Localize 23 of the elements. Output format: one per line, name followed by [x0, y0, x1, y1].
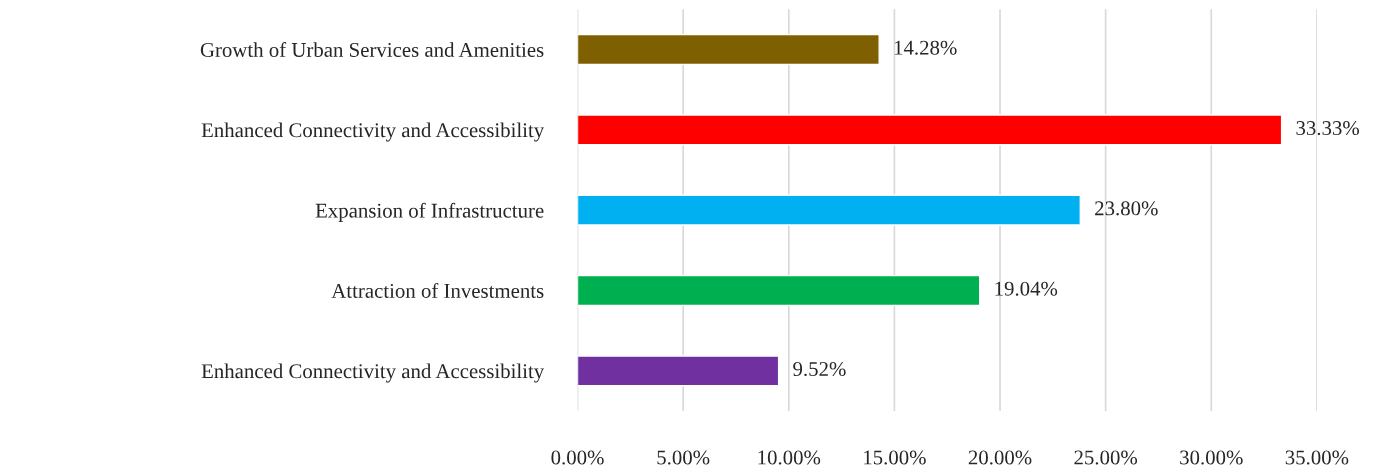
y-tick-label: Growth of Urban Services and Amenities	[200, 42, 544, 57]
bar	[577, 355, 780, 387]
data-label: 33.33%	[1296, 120, 1360, 136]
x-tick-label: 10.00%	[758, 450, 821, 465]
y-tick-label: Enhanced Connectivity and Accessibility	[201, 363, 545, 383]
data-label: 19.04%	[995, 281, 1058, 296]
y-tick-label: Attraction of Investments	[331, 283, 544, 298]
data-label: 9.52%	[793, 361, 846, 377]
x-tick-label: 35.00%	[1285, 450, 1349, 465]
x-tick-label: 20.00%	[968, 450, 1032, 465]
x-tick-label: 25.00%	[1074, 450, 1138, 465]
y-tick-label: Enhanced Connectivity and Accessibility	[201, 122, 545, 142]
data-label: 14.28%	[894, 40, 957, 55]
bar	[577, 114, 1283, 146]
bar	[577, 33, 880, 66]
x-tick-label: 15.00%	[864, 450, 926, 465]
bar	[577, 274, 981, 307]
x-tick-label: 30.00%	[1180, 450, 1243, 465]
x-tick-label: 5.00%	[657, 450, 710, 465]
y-tick-label: Expansion of Infrastructure	[315, 202, 544, 222]
bar	[577, 194, 1081, 226]
data-label: 23.80%	[1095, 201, 1158, 216]
x-tick-label: 0.00%	[551, 450, 604, 465]
